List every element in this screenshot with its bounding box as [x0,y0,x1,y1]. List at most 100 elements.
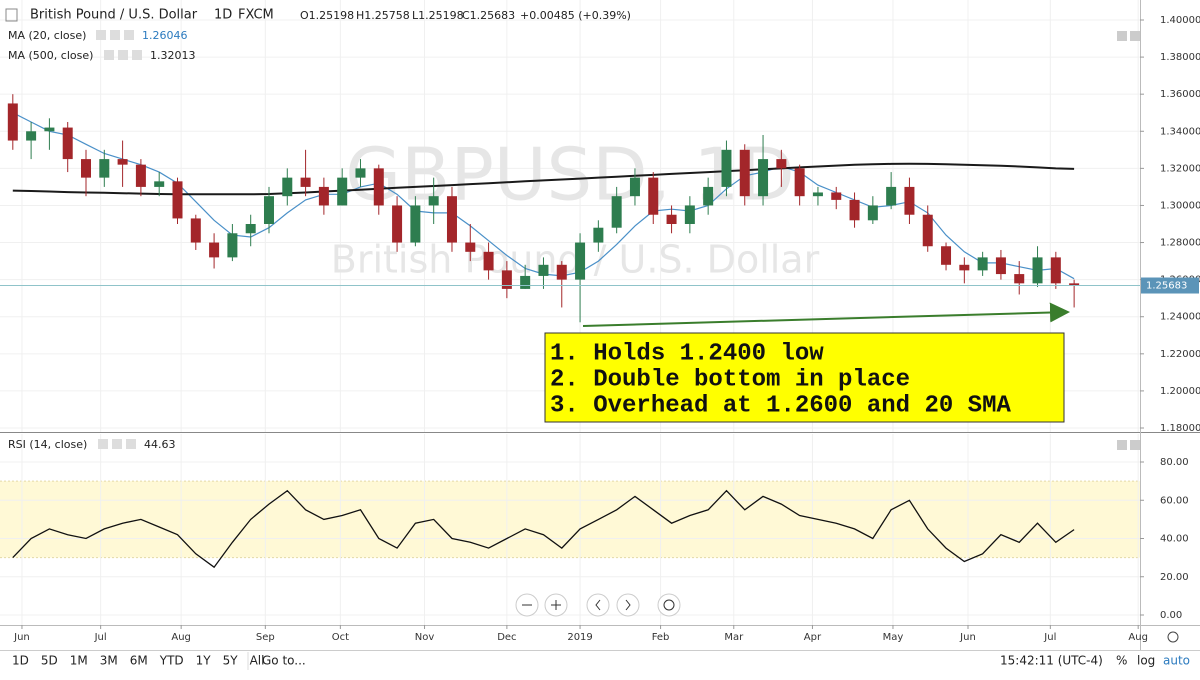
interval[interactable]: 1D [214,8,232,23]
range-button[interactable]: 6M [130,654,148,668]
last-price-label: 1.25683 [1146,281,1187,292]
candle-body [739,149,750,197]
candle-body [99,159,110,178]
x-tick-label: Jun [13,632,30,643]
y-tick-label: 1.36000 [1160,89,1200,100]
range-button[interactable]: 1D [12,654,29,668]
settings[interactable] [1167,631,1179,643]
range-button[interactable]: 5Y [223,654,239,668]
candle-body [337,177,348,206]
candle-body [520,275,531,289]
rsi-title[interactable]: RSI (14, close) [8,438,87,451]
candle-body [245,224,256,234]
candle-body [373,168,384,206]
candle-body [44,127,55,132]
range-button[interactable]: 5D [41,654,58,668]
indicator-name[interactable]: MA (20, close) [8,29,86,42]
axes: Jun Jul Aug Sep Oct Nov Dec 2019 Feb Mar Apr May Jun… [13,15,1200,643]
candle-body [849,199,860,221]
range-button[interactable]: All [250,654,265,668]
y-tick-label: 1.40000 [1160,15,1200,26]
y-tick-label: 1.18000 [1160,423,1200,434]
candle-body [611,196,622,228]
indicator-icon[interactable] [98,439,108,449]
percent-toggle[interactable]: % [1116,654,1127,668]
candle-body [62,127,73,160]
auto-toggle[interactable]: auto [1163,654,1190,668]
candle-body [922,214,933,247]
goto[interactable]: Go to... [262,654,306,668]
scroll-left[interactable] [586,593,610,617]
indicator-icon[interactable] [118,50,128,60]
indicator-icon[interactable] [132,50,142,60]
pane-button[interactable] [1130,440,1140,450]
navigation [515,593,681,617]
indicator-value: 1.32013 [150,49,196,62]
candle-body [941,246,952,265]
candle-body [721,149,732,187]
x-tick-label: Jul [1043,632,1056,643]
indicator-icon[interactable] [126,439,136,449]
range-button[interactable]: 1Y [196,654,212,668]
candle-body [1014,274,1025,284]
x-tick-label: 2019 [567,632,592,643]
candle-body [227,233,238,258]
candle-body [977,257,988,271]
y-tick-label: 1.38000 [1160,52,1200,63]
range-button[interactable]: 1M [70,654,88,668]
rsi-pane [12,489,1075,569]
x-tick-label: Feb [652,632,670,643]
ohlc-open: O1.25198 [300,9,354,22]
reset-icon [663,599,675,611]
y-tick-label: 80.00 [1160,457,1189,468]
candle-body [904,186,915,215]
candle-body [465,242,476,252]
candle-body [318,186,329,206]
x-tick-label: Nov [415,632,435,643]
candle-body [26,131,37,141]
candle-body [995,257,1006,275]
pane-button[interactable] [1130,31,1140,41]
candle-body [355,168,366,178]
x-tick-label: Aug [1128,632,1148,643]
indicator-icon[interactable] [96,30,106,40]
candle-body [300,177,311,187]
indicator-name[interactable]: MA (500, close) [8,49,93,62]
candle-body [117,159,128,165]
indicator-icon[interactable] [112,439,122,449]
pane-button[interactable] [1117,31,1127,41]
change: +0.00485 (+0.39%) [520,9,631,22]
rsi-grid [0,434,1140,625]
menu-icon[interactable] [5,8,18,22]
candle-body [703,186,714,206]
candle-body [172,181,183,219]
candle-body [776,159,787,169]
log-toggle[interactable]: log [1137,654,1155,668]
candle-body [392,205,403,243]
indicator-icon[interactable] [104,50,114,60]
candle-body [831,192,842,200]
range-button[interactable]: 3M [100,654,118,668]
indicator-icon[interactable] [110,30,120,40]
y-tick-label: 40.00 [1160,534,1189,545]
header: British Pound / U.S. Dollar 1D FXCM O1.2… [5,8,1140,451]
watermark-ticker: GBPUSD, 1D [345,133,794,217]
y-tick-label: 1.30000 [1160,200,1200,211]
scroll-right[interactable] [616,593,640,617]
pane-button[interactable] [1117,440,1127,450]
reset[interactable] [657,593,681,617]
y-tick-label: 1.32000 [1160,163,1200,174]
indicator-icon[interactable] [124,30,134,40]
x-tick-label: May [883,632,904,643]
candle-body [282,177,293,197]
y-tick-label: 20.00 [1160,572,1189,583]
range-button[interactable]: YTD [159,654,184,668]
rsi-line [12,489,1075,569]
candle-body [135,164,146,187]
settings-icon[interactable] [1167,631,1179,643]
x-tick-label: Aug [171,632,191,643]
candle-body [758,159,769,197]
candle-body [263,196,274,224]
candle-body [538,264,549,276]
indicator-value: 1.26046 [142,29,188,42]
